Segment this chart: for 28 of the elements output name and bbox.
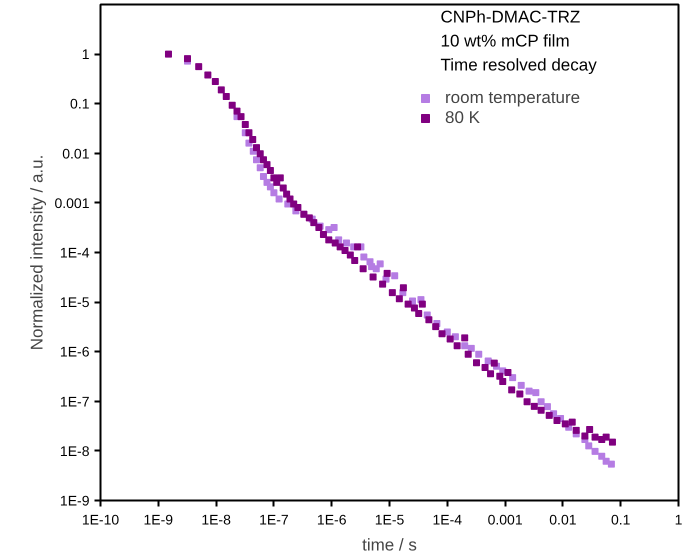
y-tick-label: 1E-4 — [60, 244, 90, 260]
x-tick-label: 1E-6 — [316, 512, 347, 528]
y-tick-label: 1E-8 — [60, 442, 90, 459]
y-tick-label: 0.1 — [70, 96, 90, 112]
x-tick-label: 1E-4 — [432, 512, 462, 528]
x-tick-label: 1 — [674, 512, 683, 528]
legend-label: 80 K — [445, 108, 480, 128]
x-tick-label: 0.01 — [549, 512, 577, 528]
annotation: CNPh-DMAC-TRZ — [440, 8, 580, 26]
x-axis-title: time / s — [362, 536, 417, 554]
legend-label: room temperature — [445, 88, 580, 108]
x-tick-label: 0.001 — [488, 512, 523, 528]
y-tick-label: 1 — [82, 46, 90, 62]
y-tick-label: 1E-6 — [60, 344, 90, 360]
y-tick-label: 1E-7 — [60, 393, 90, 410]
y-axis-title: Normalized intensity / a.u. — [27, 154, 46, 350]
x-tick-label: 1E-10 — [82, 512, 120, 528]
x-tick-label: 1E-7 — [259, 512, 289, 528]
x-tick-label: 1E-9 — [144, 512, 174, 528]
x-tick-label: 1E-8 — [201, 512, 232, 528]
annotation: Time resolved decay — [440, 56, 598, 74]
annotation: 10 wt% mCP film — [440, 32, 570, 50]
y-tick-label: 0.001 — [54, 194, 90, 211]
x-tick-label: 1E-5 — [374, 512, 404, 528]
x-tick-label: 0.1 — [610, 512, 631, 528]
y-tick-label: 0.01 — [62, 145, 90, 162]
y-tick-label: 1E-9 — [60, 492, 90, 508]
y-tick-label: 1E-5 — [60, 294, 90, 310]
